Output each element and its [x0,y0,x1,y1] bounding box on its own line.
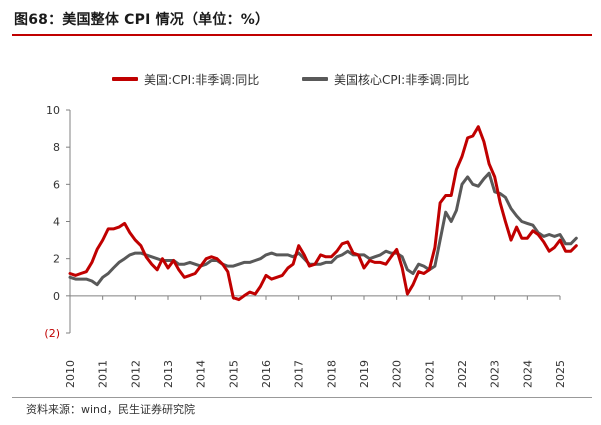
title-bar: 图68：美国整体 CPI 情况（单位：%） [0,0,601,36]
x-tick-label: 2016 [260,360,273,388]
x-tick-label: 2017 [293,360,306,388]
chart-legend: 美国:CPI:非季调:同比 美国核心CPI:非季调:同比 [0,70,601,88]
x-tick-label: 2020 [391,360,404,388]
chart-title: 图68：美国整体 CPI 情况（单位：%） [14,12,270,28]
x-tick-label: 2012 [129,360,142,388]
x-tick-label: 2023 [489,360,502,388]
y-tick-label: 10 [46,104,60,117]
x-tick-label: 2018 [325,360,338,388]
footer-rule [12,397,592,398]
series-line-core-cpi [68,171,578,287]
x-tick-label: 2019 [358,360,371,388]
y-tick-label: 4 [53,216,60,229]
source-note: 资料来源：wind，民生证券研究院 [26,403,196,416]
legend-swatch-core [302,77,328,81]
x-tick-label: 2013 [162,360,175,388]
y-tick-label: 6 [53,178,60,191]
legend-swatch-headline [112,77,138,81]
legend-label-core: 美国核心CPI:非季调:同比 [334,72,470,87]
y-tick-label: 0 [53,290,60,303]
x-tick-label: 2010 [64,360,77,388]
y-tick-label: 2 [53,253,60,266]
x-tick-label: 2022 [456,360,469,388]
y-tick-label: (2) [44,327,60,340]
series-line-headline-cpi [68,125,578,302]
x-tick-label: 2021 [423,360,436,388]
legend-item-core-cpi: 美国核心CPI:非季调:同比 [302,70,469,88]
y-tick-label: 8 [53,141,60,154]
x-tick-label: 2014 [195,360,208,388]
x-tick-label: 2015 [227,360,240,388]
x-tick-label: 2024 [521,360,534,388]
x-tick-label: 2011 [97,360,110,388]
x-tick-label: 2025 [554,360,567,388]
title-underline [12,34,592,36]
legend-label-headline: 美国:CPI:非季调:同比 [144,72,260,87]
legend-item-headline-cpi: 美国:CPI:非季调:同比 [112,70,259,88]
